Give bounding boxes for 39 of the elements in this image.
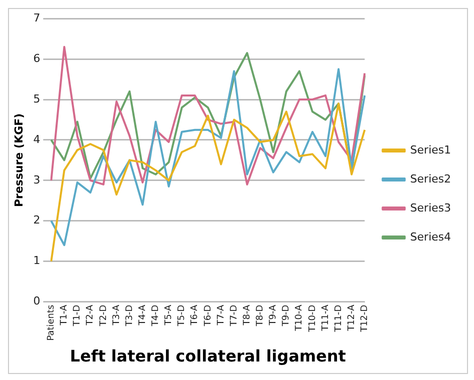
- x-tick-label: T1-D: [72, 304, 83, 328]
- x-tick-label: T8-D: [256, 304, 266, 328]
- x-tick-label: T10-A: [294, 304, 305, 332]
- x-tick-label: T9-D: [282, 304, 292, 328]
- x-tick-label: T7-A: [216, 304, 226, 326]
- y-tick-label: 0: [33, 294, 40, 308]
- y-tick-label: 6: [33, 52, 40, 65]
- x-tick-label: T3-A: [112, 304, 122, 326]
- x-tick-label: T8-A: [242, 304, 252, 326]
- x-tick-label: T4-D: [151, 304, 162, 328]
- x-tick-label: T12-A: [346, 304, 357, 332]
- x-tick-label: T11-D: [334, 304, 344, 333]
- legend-label: Series2: [410, 172, 451, 186]
- x-tick-label: T1-A: [60, 304, 70, 326]
- x-tick-label: T4-A: [138, 304, 148, 326]
- y-axis-title: Pressure (KGF): [12, 113, 26, 208]
- x-tick-label: T5-A: [164, 304, 174, 326]
- x-tick-label: T2-D: [98, 304, 109, 328]
- legend-label: Series1: [410, 143, 451, 156]
- x-tick-label: Patients: [46, 304, 57, 341]
- x-tick-label: T7-D: [229, 304, 240, 328]
- legend-label: Series4: [410, 230, 451, 244]
- y-tick-label: 4: [33, 132, 40, 146]
- x-tick-label: T2-A: [86, 304, 96, 326]
- y-tick-label: 3: [33, 173, 40, 186]
- legend-label: Series3: [410, 201, 451, 214]
- y-tick-label: 7: [33, 11, 40, 24]
- x-tick-label: T10-D: [308, 304, 318, 333]
- x-tick-label: T6-D: [203, 304, 214, 328]
- x-tick-label: T5-D: [177, 304, 188, 328]
- x-tick-label: T11-A: [320, 304, 331, 332]
- x-axis-title: Left lateral collateral ligament: [70, 346, 346, 366]
- x-tick-label: T6-A: [190, 304, 200, 326]
- x-tick-label: T3-D: [124, 304, 135, 328]
- x-tick-label: T9-A: [268, 304, 279, 326]
- y-tick-label: 2: [33, 214, 40, 227]
- y-tick-label: 1: [33, 254, 40, 268]
- y-tick-label: 5: [33, 92, 40, 106]
- x-tick-label: T12-D: [360, 304, 370, 333]
